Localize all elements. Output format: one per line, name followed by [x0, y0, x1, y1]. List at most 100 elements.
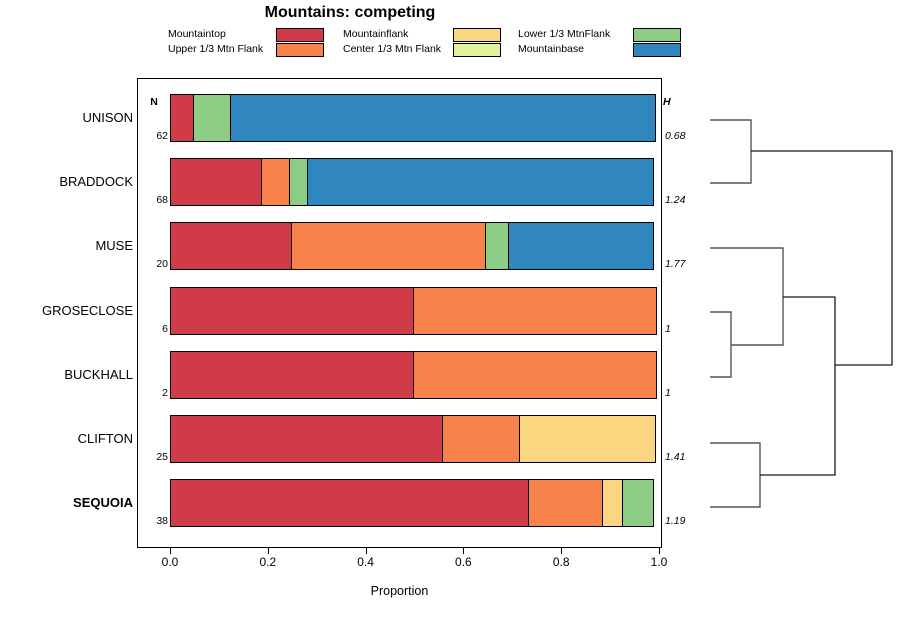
bar-row: [170, 158, 659, 207]
x-axis: 0.0 0.2 0.4 0.6 0.8 1.0: [137, 548, 667, 588]
chart-title: Mountains: competing: [264, 4, 436, 21]
bar-segment[interactable]: [442, 415, 521, 463]
x-axis-tick: [659, 548, 660, 554]
row-label-buckhall: BUCKHALL: [64, 366, 133, 382]
x-axis-tick-label: 0.8: [552, 555, 570, 569]
legend-label: Upper 1/3 Mtn Flank: [168, 43, 264, 55]
bar-segment[interactable]: [170, 222, 293, 271]
bar-segment[interactable]: [192, 94, 232, 142]
dendrogram-svg: [710, 119, 893, 508]
row-h-value: 1: [665, 386, 671, 399]
x-axis-tick: [170, 548, 171, 554]
stacked-bar[interactable]: [170, 415, 659, 463]
bar-segment[interactable]: [507, 222, 655, 271]
bar-segment[interactable]: [290, 222, 487, 271]
bar-segment[interactable]: [484, 222, 510, 271]
legend-label: Mountaintop: [168, 28, 226, 40]
row-label-unison: UNISON: [82, 110, 133, 125]
stacked-bar[interactable]: [170, 479, 659, 528]
bar-segment[interactable]: [412, 286, 658, 335]
x-axis-tick-label: 0.4: [357, 555, 374, 569]
row-label-clifton: CLIFTON: [77, 431, 133, 446]
legend-label: Mountainbase: [518, 43, 584, 55]
bar-segment[interactable]: [170, 94, 195, 142]
row-label-muse: MUSE: [95, 238, 133, 254]
x-axis-title: Proportion: [370, 584, 429, 598]
column-header-h: H: [663, 96, 671, 108]
legend-entry: Mountainflank: [343, 27, 523, 42]
dendrogram-inner-links: [751, 150, 893, 476]
bar-segment[interactable]: [527, 479, 604, 528]
x-axis-tick-label: 0.6: [455, 555, 472, 569]
dendrogram-link-mid-cluster: [760, 296, 836, 476]
column-header-n: N: [150, 96, 158, 108]
legend-label: Center 1/3 Mtn Flank: [343, 43, 442, 55]
bar-segment[interactable]: [518, 415, 656, 463]
bar-segment[interactable]: [230, 94, 656, 142]
legend-entry: Lower 1/3 MtnFlank: [518, 27, 693, 42]
legend-swatch-lower-third-mtnflank: [633, 28, 681, 42]
row-n-value: 62: [156, 130, 168, 142]
dendrogram-link-groseclose-buckhall: [710, 311, 732, 378]
legend-swatch-mountaintop: [276, 28, 324, 42]
bar-segment[interactable]: [602, 479, 624, 528]
bar-segment[interactable]: [170, 479, 530, 528]
row-h-value: 1.19: [665, 515, 686, 528]
row-h-value: 1: [665, 322, 671, 335]
legend-swatch-upper-third-mtn-flank: [276, 43, 324, 57]
legend-label: Mountainflank: [343, 28, 409, 40]
bar-segment[interactable]: [289, 158, 309, 207]
row-h-value: 1.41: [665, 451, 686, 463]
row-n-value: 38: [156, 515, 168, 528]
dendrogram-link-clifton-sequoia: [710, 442, 761, 508]
row-n-value: 6: [162, 322, 168, 335]
legend-swatch-mountainflank: [453, 28, 501, 42]
row-n-value: 68: [156, 194, 168, 207]
stacked-bar[interactable]: [170, 350, 659, 399]
bar-segment[interactable]: [170, 286, 415, 335]
dendrogram-link-root: [751, 150, 893, 366]
bar-segment[interactable]: [622, 479, 655, 528]
bar-segment[interactable]: [412, 350, 658, 399]
legend-swatch-center-third-mtn-flank: [453, 43, 501, 57]
x-axis-tick-label: 0.2: [259, 555, 277, 569]
stacked-bar[interactable]: [170, 158, 659, 207]
x-axis-tick-label: 1.0: [650, 555, 668, 569]
dendrogram-link-unison-braddock: [710, 119, 752, 184]
row-h-value: 1.24: [665, 194, 686, 207]
bar-segment[interactable]: [170, 415, 444, 463]
row-h-value: 0.68: [665, 130, 686, 142]
stacked-bar[interactable]: [170, 286, 659, 335]
bar-row: [170, 479, 659, 528]
legend-swatch-mountainbase: [633, 43, 681, 57]
row-n-value: 20: [156, 258, 168, 271]
x-axis-tick: [365, 548, 367, 554]
legend-entry: Mountaintop: [168, 27, 348, 42]
dendrogram: [690, 78, 900, 548]
bar-segment[interactable]: [170, 350, 415, 399]
bar-segment[interactable]: [307, 158, 655, 207]
x-axis-tick: [267, 548, 269, 554]
stacked-bar[interactable]: [170, 222, 659, 271]
dendrogram-leaf-links: [710, 119, 784, 508]
bar-row: [170, 94, 659, 142]
row-label-braddock: BRADDOCK: [59, 174, 133, 190]
bar-row: [170, 350, 659, 399]
x-axis-tick: [463, 548, 465, 554]
dendrogram-link-muse-cluster: [710, 247, 784, 346]
bar-segment[interactable]: [170, 158, 263, 207]
x-axis-tick-label: 0.0: [161, 555, 179, 569]
bar-segment[interactable]: [261, 158, 291, 207]
row-label-sequoia: SEQUOIA: [73, 495, 133, 511]
row-n-value: 2: [162, 386, 168, 399]
x-axis-tick: [561, 548, 563, 554]
plot-frame: [137, 78, 662, 548]
legend-column: Mountaintop Upper 1/3 Mtn Flank: [168, 27, 348, 63]
legend-column: Lower 1/3 MtnFlank Mountainbase: [518, 27, 693, 63]
legend-label: Lower 1/3 MtnFlank: [518, 28, 611, 40]
stacked-bar[interactable]: [170, 94, 659, 142]
bar-row: [170, 286, 659, 335]
legend-entry: Center 1/3 Mtn Flank: [343, 42, 523, 57]
